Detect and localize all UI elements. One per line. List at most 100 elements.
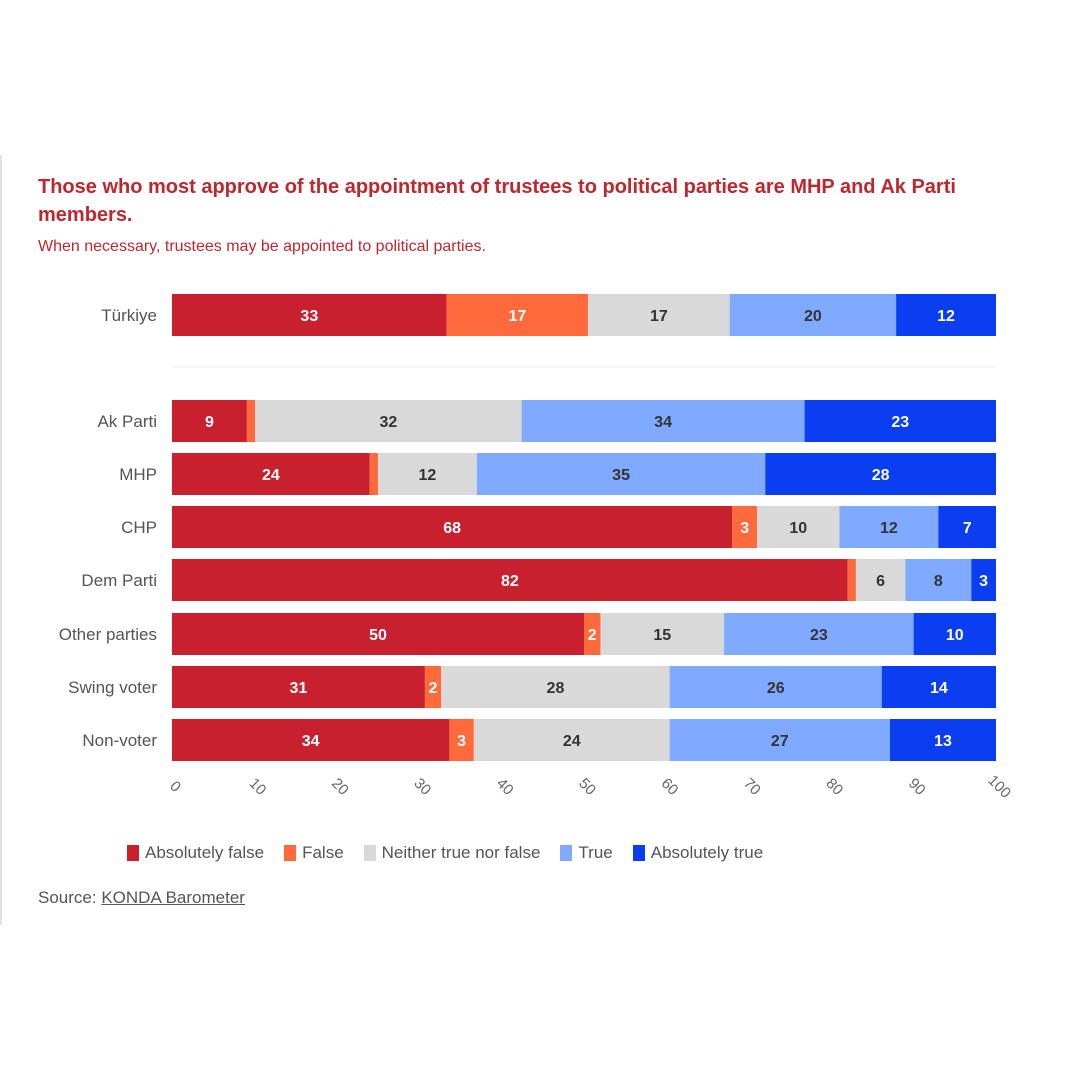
data-label: 35 xyxy=(612,467,630,484)
x-tick-label: 20 xyxy=(328,775,352,799)
bar-segment xyxy=(378,453,477,495)
chart-legend: Absolutely false False Neither true nor fa… xyxy=(127,843,763,863)
data-label: 12 xyxy=(419,467,437,484)
data-label: 12 xyxy=(937,308,955,325)
bar-segment xyxy=(172,453,370,495)
bar-segment xyxy=(855,559,906,601)
data-label: 20 xyxy=(804,308,822,325)
bar-segment xyxy=(172,666,425,708)
x-tick-label: 90 xyxy=(905,775,929,799)
legend-item: True xyxy=(560,843,613,863)
data-label: 34 xyxy=(302,733,320,750)
data-label: 24 xyxy=(563,733,581,750)
x-tick-label: 60 xyxy=(658,775,682,799)
bar-segment xyxy=(172,559,848,601)
legend-item: Absolutely true xyxy=(632,843,763,863)
data-label: 15 xyxy=(653,627,671,644)
legend-swatch xyxy=(363,845,376,861)
bar-segment xyxy=(255,400,522,442)
x-tick-label: 30 xyxy=(410,775,434,799)
bar-segment xyxy=(889,719,996,761)
category-label: Dem Parti xyxy=(81,571,157,590)
x-tick-label: 0 xyxy=(166,778,184,796)
bar-segment xyxy=(847,559,856,601)
bar-segment xyxy=(765,453,996,495)
bar-segment xyxy=(724,613,914,655)
category-label: Ak Parti xyxy=(97,412,157,431)
bar-segment xyxy=(172,719,450,761)
bar-segment xyxy=(938,506,996,548)
bar-segment xyxy=(473,719,670,761)
data-label: 3 xyxy=(740,520,749,537)
data-label: 2 xyxy=(588,627,597,644)
source-link[interactable]: KONDA Barometer xyxy=(101,888,245,907)
bar-segment xyxy=(441,666,670,708)
bar-segment xyxy=(757,506,840,548)
bar-segment xyxy=(600,613,725,655)
source-line: Source: KONDA Barometer xyxy=(38,888,245,908)
data-label: 8 xyxy=(934,573,943,590)
bar-segment xyxy=(839,506,939,548)
data-label: 32 xyxy=(380,414,398,431)
data-label: 26 xyxy=(767,680,785,697)
x-tick-label: 40 xyxy=(493,775,517,799)
data-label: 68 xyxy=(443,520,461,537)
bar-segment xyxy=(896,294,996,336)
data-label: 34 xyxy=(654,414,672,431)
category-label: Swing voter xyxy=(68,678,157,697)
data-label: 17 xyxy=(650,308,668,325)
data-label: 24 xyxy=(262,467,280,484)
category-label: Türkiye xyxy=(101,306,157,325)
bar-segment xyxy=(804,400,996,442)
bar-segment xyxy=(172,294,447,336)
data-label: 10 xyxy=(789,520,807,537)
bar-segment xyxy=(732,506,758,548)
bar-segment xyxy=(449,719,474,761)
data-label: 28 xyxy=(547,680,565,697)
data-label: 3 xyxy=(457,733,466,750)
bar-segment xyxy=(881,666,996,708)
category-label: MHP xyxy=(119,465,157,484)
frame-edge xyxy=(0,155,2,925)
chart-title: Those who most approve of the appointmen… xyxy=(38,176,956,226)
legend-swatch xyxy=(127,845,139,861)
data-label: 82 xyxy=(501,573,519,590)
data-label: 17 xyxy=(509,308,527,325)
legend-swatch xyxy=(560,845,573,861)
data-label: 6 xyxy=(876,573,885,590)
bar-segment xyxy=(476,453,766,495)
data-label: 14 xyxy=(930,680,948,697)
bar-segment xyxy=(246,400,256,442)
bar-segment xyxy=(913,613,996,655)
category-label: Other parties xyxy=(59,625,157,644)
data-label: 23 xyxy=(810,627,828,644)
bar-segment xyxy=(669,666,882,708)
data-label: 23 xyxy=(891,414,909,431)
category-label: Non-voter xyxy=(82,731,157,750)
bar-segment xyxy=(172,400,247,442)
legend-item: False xyxy=(284,843,344,863)
bar-segment xyxy=(172,613,584,655)
data-label: 33 xyxy=(300,308,318,325)
x-tick-label: 50 xyxy=(575,775,599,799)
x-tick-label: 10 xyxy=(246,775,270,799)
legend-label: Neither true nor false xyxy=(381,843,541,862)
legend-label: False xyxy=(302,843,344,862)
data-label: 9 xyxy=(205,414,214,431)
data-label: 13 xyxy=(934,733,952,750)
legend-label: True xyxy=(578,843,613,862)
bar-segment xyxy=(446,294,589,336)
bar-segment xyxy=(669,719,890,761)
x-tick-label: 70 xyxy=(740,775,764,799)
category-label: CHP xyxy=(121,518,157,537)
bar-segment xyxy=(729,294,897,336)
legend-item: Absolutely false xyxy=(127,843,264,863)
bar-segment xyxy=(971,559,996,601)
data-label: 27 xyxy=(771,733,789,750)
x-tick-label: 100 xyxy=(984,772,1014,802)
bar-segment xyxy=(369,453,378,495)
data-label: 2 xyxy=(429,680,438,697)
bar-segment xyxy=(521,400,805,442)
legend-item: Neither true nor false xyxy=(363,843,541,863)
